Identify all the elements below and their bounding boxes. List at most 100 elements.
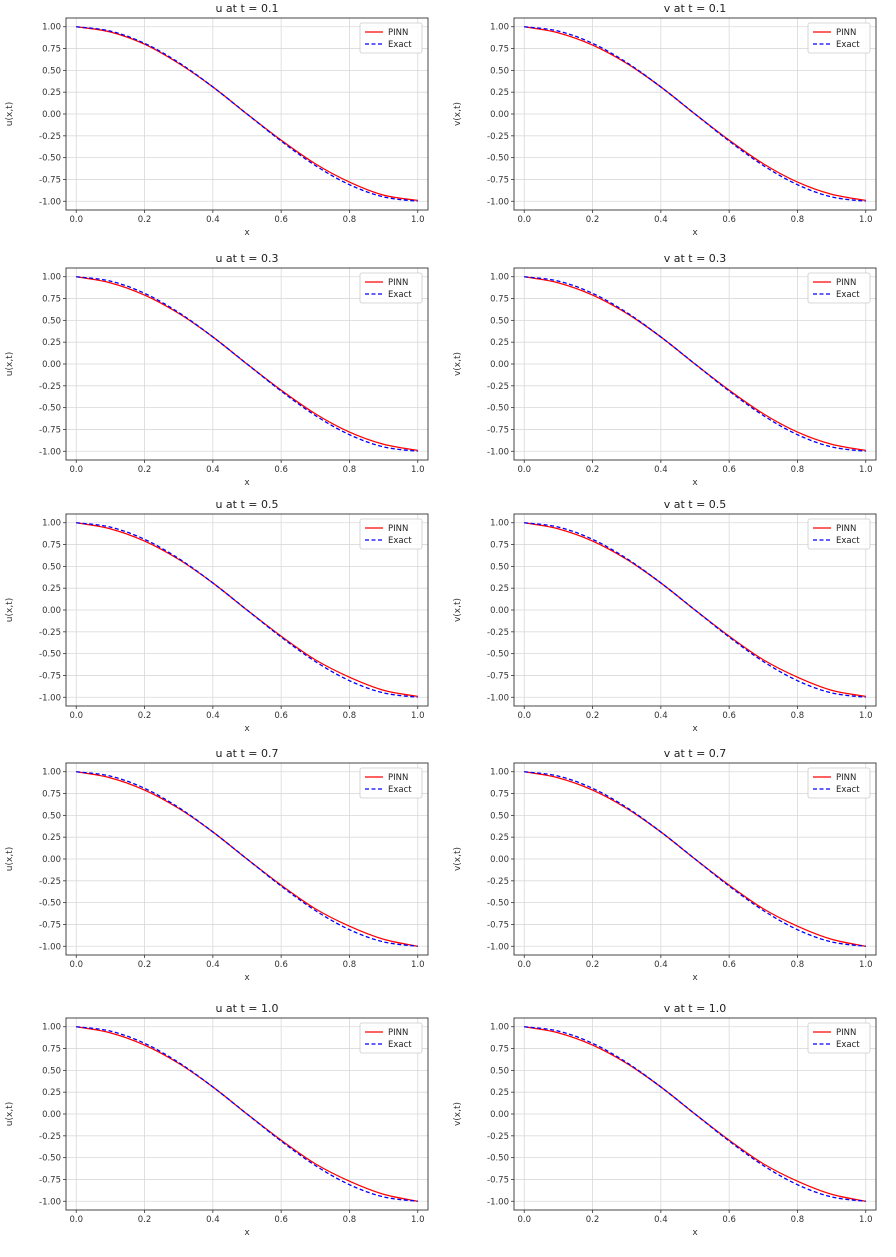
x-tick-label: 0.8 xyxy=(343,960,357,970)
x-tick-label: 0.0 xyxy=(517,465,531,475)
y-tick-label: -1.00 xyxy=(39,1197,61,1207)
legend-box xyxy=(359,1022,423,1054)
x-tick-label: 0.6 xyxy=(274,215,288,225)
x-tick-label: 0.8 xyxy=(343,711,357,721)
y-tick-label: 0.00 xyxy=(490,855,509,865)
y-tick-label: 0.25 xyxy=(42,338,61,348)
y-axis-label: u(x,t) xyxy=(5,1102,15,1126)
x-axis-label: x xyxy=(692,1228,698,1238)
legend-label: Exact xyxy=(836,785,860,795)
y-tick-label: 0.00 xyxy=(42,110,61,120)
y-tick-label: 0.00 xyxy=(42,1110,61,1120)
y-tick-label: -0.25 xyxy=(487,628,509,638)
legend-label: PINN xyxy=(388,1028,408,1038)
y-tick-label: -0.25 xyxy=(487,1132,509,1142)
y-tick-label: -0.50 xyxy=(39,404,61,414)
y-tick-label: 0.50 xyxy=(42,811,61,821)
y-tick-label: -0.25 xyxy=(39,1132,61,1142)
axes-frame xyxy=(65,1017,429,1211)
subplot-2: v at t = 0.1 0.0 0.2 0.4 0.6 0.8 1.0 1.00 0.75 0.… xyxy=(453,2,877,238)
y-tick-label: -0.50 xyxy=(487,899,509,909)
x-tick-label: 0.0 xyxy=(69,215,83,225)
y-tick-label: 0.00 xyxy=(42,606,61,616)
x-tick-label: 0.2 xyxy=(586,960,600,970)
x-tick-label: 0.2 xyxy=(138,711,152,721)
series-line-exact xyxy=(76,771,418,947)
x-tick-label: 0.8 xyxy=(791,1215,805,1225)
x-tick-label: 0.0 xyxy=(69,465,83,475)
y-axis-label: u(x,t) xyxy=(5,352,15,376)
x-tick-label: 1.0 xyxy=(411,1215,425,1225)
x-axis-label: x xyxy=(244,478,250,488)
subplot-9: u at t = 1.0 0.0 0.2 0.4 0.6 0.8 1.0 1.00 0.75 0.… xyxy=(5,1002,429,1238)
y-tick-label: -1.00 xyxy=(487,197,509,207)
x-axis-label: x xyxy=(244,228,250,238)
y-tick-label: 0.75 xyxy=(490,541,509,551)
legend: PINN Exact xyxy=(359,22,423,54)
legend: PINN Exact xyxy=(359,272,423,304)
y-tick-label: -1.00 xyxy=(39,447,61,457)
x-tick-label: 0.2 xyxy=(586,465,600,475)
y-axis-label: v(x,t) xyxy=(453,847,463,871)
y-tick-label: -0.75 xyxy=(39,175,61,185)
y-tick-label: 0.75 xyxy=(42,45,61,55)
y-tick-label: 0.50 xyxy=(490,811,509,821)
y-axis-label: v(x,t) xyxy=(453,598,463,622)
y-tick-label: 0.00 xyxy=(42,855,61,865)
y-tick-label: 0.50 xyxy=(42,66,61,76)
x-tick-label: 0.0 xyxy=(517,711,531,721)
legend-label: PINN xyxy=(388,28,408,38)
series-line-exact xyxy=(524,26,866,202)
series-line-exact xyxy=(76,26,418,202)
y-tick-label: -0.50 xyxy=(487,154,509,164)
y-tick-label: 0.75 xyxy=(490,1045,509,1055)
x-axis-label: x xyxy=(244,973,250,983)
legend: PINN Exact xyxy=(807,22,871,54)
y-tick-label: -0.75 xyxy=(487,175,509,185)
y-tick-label: 0.50 xyxy=(42,1066,61,1076)
y-tick-label: -0.50 xyxy=(39,650,61,660)
x-tick-label: 0.4 xyxy=(206,960,220,970)
y-axis-label: u(x,t) xyxy=(5,598,15,622)
x-tick-label: 0.2 xyxy=(138,960,152,970)
legend: PINN Exact xyxy=(359,518,423,550)
x-axis-label: x xyxy=(692,478,698,488)
x-tick-label: 0.2 xyxy=(586,711,600,721)
axes-frame xyxy=(65,17,429,211)
legend-box xyxy=(359,272,423,304)
y-tick-label: 0.75 xyxy=(42,1045,61,1055)
x-tick-label: 0.4 xyxy=(206,215,220,225)
y-tick-label: -0.25 xyxy=(39,877,61,887)
legend-box xyxy=(807,1022,871,1054)
legend: PINN Exact xyxy=(359,767,423,799)
legend-label: PINN xyxy=(836,278,856,288)
axes-frame xyxy=(513,513,877,707)
y-tick-label: -0.75 xyxy=(39,1175,61,1185)
x-tick-label: 0.8 xyxy=(791,465,805,475)
legend-label: Exact xyxy=(836,40,860,50)
legend-label: Exact xyxy=(836,1040,860,1050)
x-tick-label: 0.4 xyxy=(654,215,668,225)
y-tick-label: -0.75 xyxy=(487,1175,509,1185)
y-tick-label: 1.00 xyxy=(42,1023,61,1033)
y-tick-label: 0.25 xyxy=(42,1088,61,1098)
x-tick-label: 1.0 xyxy=(411,960,425,970)
legend-label: Exact xyxy=(836,290,860,300)
subplot-3: u at t = 0.3 0.0 0.2 0.4 0.6 0.8 1.0 1.00 0.75 0.… xyxy=(5,252,429,488)
x-tick-label: 0.0 xyxy=(517,215,531,225)
subplot-4: v at t = 0.3 0.0 0.2 0.4 0.6 0.8 1.0 1.00 0.75 0.… xyxy=(453,252,877,488)
y-axis-label: v(x,t) xyxy=(453,102,463,126)
x-tick-label: 1.0 xyxy=(411,215,425,225)
x-tick-label: 1.0 xyxy=(859,960,873,970)
legend-label: Exact xyxy=(388,40,412,50)
axes-frame xyxy=(513,762,877,956)
legend-box xyxy=(807,518,871,550)
axes-frame xyxy=(65,762,429,956)
x-tick-label: 1.0 xyxy=(859,1215,873,1225)
legend-label: PINN xyxy=(388,278,408,288)
x-tick-label: 0.4 xyxy=(654,465,668,475)
x-tick-label: 0.6 xyxy=(274,1215,288,1225)
y-tick-label: 0.75 xyxy=(490,45,509,55)
y-tick-label: -1.00 xyxy=(487,693,509,703)
